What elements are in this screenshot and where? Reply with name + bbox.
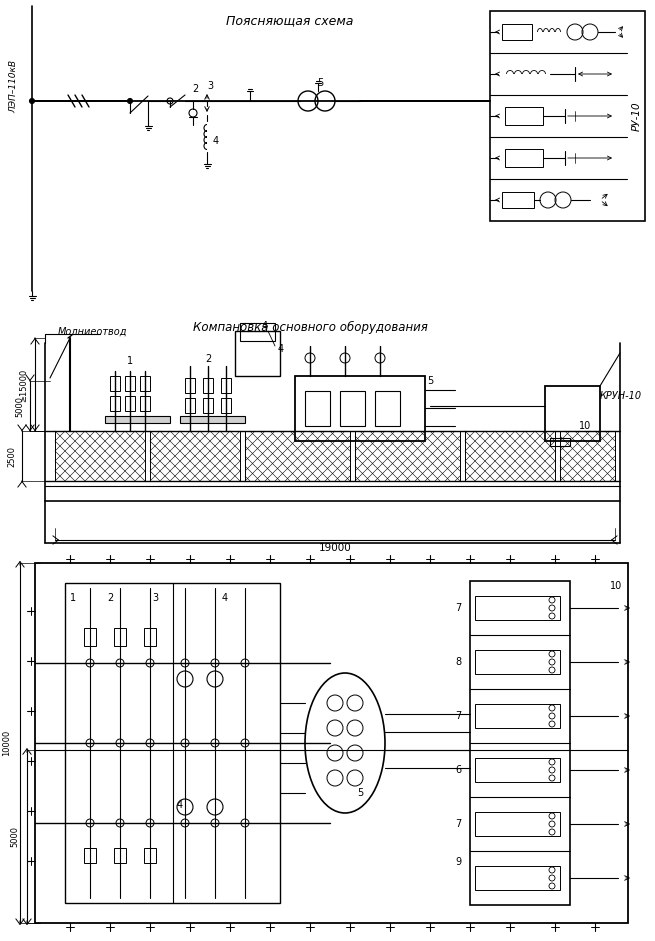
Bar [475, 812, 560, 836]
Bar [125, 376, 135, 391]
Text: 1: 1 [70, 593, 76, 603]
Text: 2: 2 [107, 593, 113, 603]
Bar [340, 391, 365, 426]
Text: Поясняющая схема: Поясняющая схема [227, 14, 354, 27]
Text: 3: 3 [207, 81, 213, 91]
Bar [185, 378, 195, 393]
Text: 4: 4 [222, 593, 228, 603]
Text: 4: 4 [213, 136, 219, 146]
Text: РУ-10: РУ-10 [632, 102, 642, 131]
Text: 7: 7 [455, 819, 461, 829]
Bar [490, 11, 645, 221]
Text: 5000: 5000 [16, 395, 24, 417]
Bar [245, 431, 350, 481]
Bar [475, 650, 560, 674]
Bar [375, 391, 400, 426]
Text: 4: 4 [177, 801, 183, 810]
Bar [465, 431, 555, 481]
Bar [203, 378, 213, 393]
Text: 5: 5 [357, 788, 363, 798]
Bar [150, 431, 240, 481]
Bar [144, 628, 156, 646]
Text: 2: 2 [192, 84, 198, 94]
Text: 7: 7 [455, 603, 461, 613]
Bar [305, 391, 330, 426]
Text: 4: 4 [262, 321, 268, 331]
Bar [475, 866, 560, 890]
Bar [295, 376, 425, 441]
Text: Компановка основного оборудования: Компановка основного оборудования [193, 321, 428, 333]
Bar [203, 398, 213, 413]
Text: 9: 9 [455, 857, 461, 867]
Bar [35, 563, 628, 923]
Bar [84, 848, 96, 863]
Text: ≥15000: ≥15000 [20, 368, 29, 402]
Bar [475, 596, 560, 620]
Text: 2500: 2500 [7, 445, 16, 467]
Text: 4: 4 [278, 344, 284, 354]
Bar [240, 323, 275, 341]
Text: 8: 8 [455, 657, 461, 667]
Bar [180, 416, 245, 423]
Bar [355, 431, 460, 481]
Bar [105, 416, 170, 423]
Bar [84, 628, 96, 646]
Text: ЛЭП–110кВ: ЛЭП–110кВ [10, 59, 18, 113]
Bar [125, 396, 135, 411]
Bar [144, 848, 156, 863]
Bar [502, 24, 532, 40]
Text: 19000: 19000 [318, 543, 351, 553]
Text: Молниеотвод: Молниеотвод [58, 327, 128, 337]
Text: КРУН-10: КРУН-10 [600, 391, 642, 401]
Text: 5: 5 [317, 78, 323, 88]
Text: 3: 3 [152, 593, 158, 603]
Text: 2: 2 [205, 354, 211, 364]
Text: 5000: 5000 [10, 826, 20, 847]
Bar [110, 376, 120, 391]
Circle shape [29, 99, 35, 104]
Bar [55, 431, 145, 481]
Bar [550, 438, 570, 446]
Bar [505, 107, 543, 125]
Text: 1: 1 [127, 356, 133, 366]
Bar [505, 149, 543, 167]
Text: 6: 6 [455, 765, 461, 775]
Bar [110, 396, 120, 411]
Bar [545, 386, 600, 441]
Text: 5: 5 [427, 376, 433, 386]
Bar [185, 398, 195, 413]
Bar [470, 581, 570, 905]
Bar [65, 583, 280, 903]
Bar [140, 396, 150, 411]
Bar [140, 376, 150, 391]
Text: 10000: 10000 [3, 730, 12, 757]
Text: 10: 10 [610, 581, 622, 591]
Bar [114, 848, 126, 863]
Bar [114, 628, 126, 646]
Bar [235, 331, 280, 376]
Circle shape [128, 99, 132, 104]
Bar [475, 758, 560, 782]
Bar [502, 192, 534, 208]
Text: 10: 10 [579, 421, 591, 431]
Bar [221, 378, 231, 393]
Bar [221, 398, 231, 413]
Text: 7: 7 [455, 711, 461, 721]
Bar [475, 704, 560, 728]
Bar [560, 431, 615, 481]
